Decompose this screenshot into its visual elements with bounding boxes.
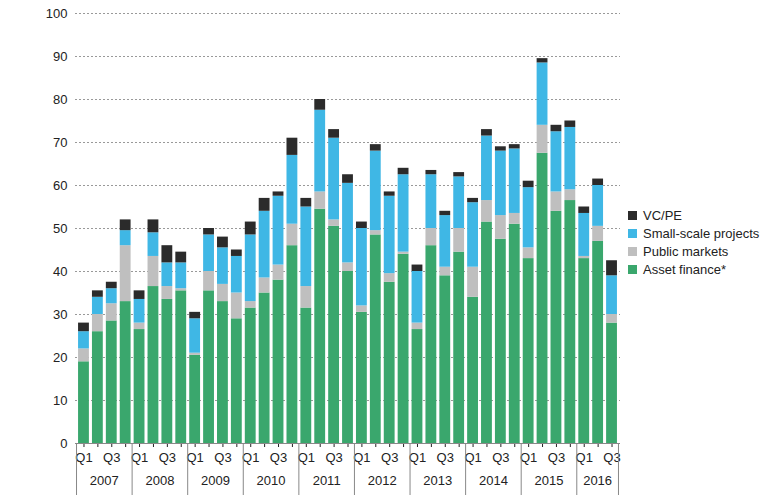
svg-text:Q3: Q3 — [159, 450, 176, 465]
svg-text:2016: 2016 — [583, 473, 612, 488]
svg-text:2008: 2008 — [145, 473, 174, 488]
svg-text:Q3: Q3 — [270, 450, 287, 465]
svg-text:Q1: Q1 — [75, 450, 92, 465]
svg-text:Q1: Q1 — [409, 450, 426, 465]
svg-text:Q3: Q3 — [603, 449, 621, 465]
svg-text:2014: 2014 — [479, 473, 508, 488]
svg-text:Q3: Q3 — [214, 450, 231, 465]
svg-text:Q1: Q1 — [298, 450, 315, 465]
html-text:Public markets: Public markets — [643, 244, 729, 259]
svg-text:2015: 2015 — [535, 473, 564, 488]
svg-text:Q1: Q1 — [353, 450, 370, 465]
svg-text:90: 90 — [53, 49, 67, 64]
html-text:Asset finance*: Asset finance* — [643, 262, 727, 277]
svg-text:0: 0 — [60, 436, 67, 451]
svg-text:Q3: Q3 — [492, 450, 509, 465]
svg-text:Q3: Q3 — [325, 450, 342, 465]
svg-text:2011: 2011 — [313, 473, 341, 488]
svg-text:Q3: Q3 — [103, 450, 120, 465]
svg-text:2007: 2007 — [90, 473, 119, 488]
svg-text:Q1: Q1 — [242, 450, 259, 465]
svg-text:2010: 2010 — [257, 473, 286, 488]
svg-text:Q1: Q1 — [131, 450, 148, 465]
svg-text:40: 40 — [53, 264, 67, 279]
svg-text:2012: 2012 — [368, 473, 397, 488]
svg-text:100: 100 — [46, 6, 68, 21]
svg-text:Q1: Q1 — [520, 450, 537, 465]
html-text:Small-scale projects: Small-scale projects — [643, 226, 760, 241]
svg-text:2013: 2013 — [423, 473, 452, 488]
svg-text:60: 60 — [53, 178, 67, 193]
svg-text:70: 70 — [53, 135, 67, 150]
svg-text:Q3: Q3 — [548, 450, 565, 465]
svg-text:30: 30 — [53, 307, 67, 322]
svg-text:20: 20 — [53, 350, 67, 365]
svg-text:50: 50 — [53, 221, 67, 236]
svg-text:10: 10 — [53, 393, 67, 408]
html-text:VC/PE: VC/PE — [643, 208, 682, 223]
svg-text:2009: 2009 — [201, 473, 230, 488]
svg-text:Q3: Q3 — [381, 450, 398, 465]
svg-text:Q1: Q1 — [464, 450, 481, 465]
svg-text:80: 80 — [53, 92, 67, 107]
svg-text:Q1: Q1 — [576, 450, 593, 465]
svg-text:Q1: Q1 — [186, 450, 203, 465]
svg-text:Q3: Q3 — [437, 450, 454, 465]
